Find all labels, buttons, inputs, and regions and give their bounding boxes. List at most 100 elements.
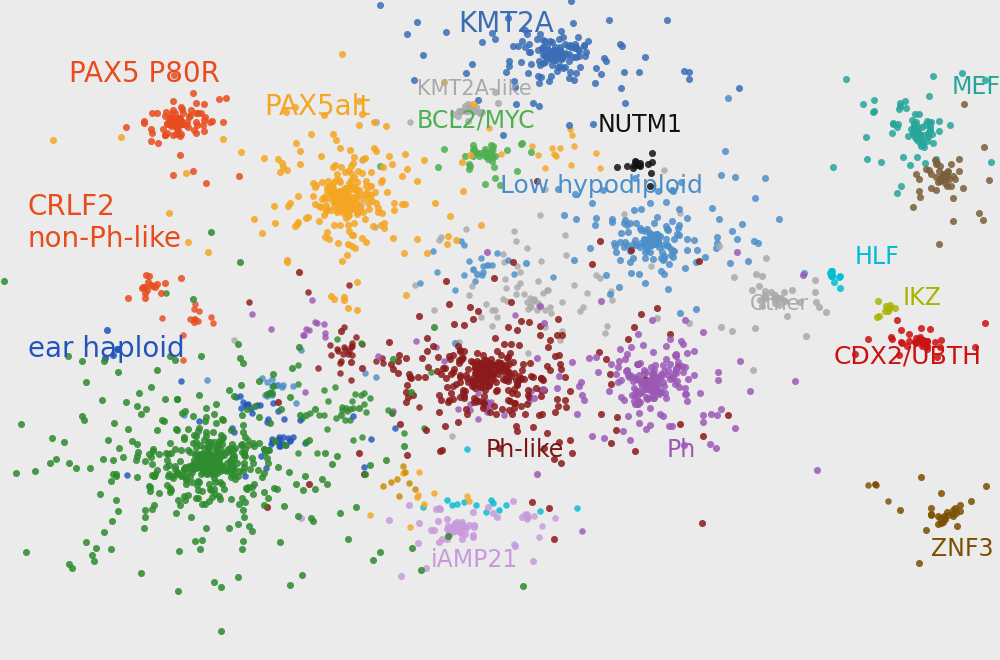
Point (481, 122, 497, 133)
Point (509, 325, 525, 336)
Point (531, 409, 547, 420)
Point (327, 195, 343, 205)
Point (550, 48, 566, 58)
Point (475, 369, 491, 380)
Point (426, 488, 442, 498)
Point (659, 224, 675, 234)
Point (342, 192, 358, 203)
Point (501, 372, 517, 383)
Point (945, 216, 961, 226)
Point (489, 248, 505, 258)
Point (209, 463, 225, 474)
Point (609, 412, 625, 423)
Point (191, 461, 207, 472)
Point (346, 152, 362, 162)
Point (184, 477, 200, 488)
Point (441, 299, 457, 310)
Point (368, 197, 384, 208)
Point (911, 129, 927, 139)
Point (96, 355, 112, 366)
Point (634, 387, 650, 397)
Point (550, 314, 566, 325)
Point (418, 563, 434, 574)
Point (345, 203, 361, 213)
Point (402, 521, 418, 532)
Point (638, 392, 654, 403)
Point (906, 119, 922, 129)
Point (310, 363, 326, 374)
Point (465, 145, 481, 156)
Point (184, 467, 200, 477)
Point (660, 241, 676, 251)
Point (522, 358, 538, 369)
Point (480, 259, 496, 270)
Point (910, 127, 926, 138)
Point (523, 385, 539, 396)
Point (809, 465, 825, 475)
Point (431, 235, 447, 246)
Point (545, 51, 561, 61)
Point (509, 282, 525, 292)
Point (631, 269, 647, 279)
Point (335, 191, 351, 202)
Point (627, 446, 643, 457)
Point (612, 255, 628, 265)
Point (172, 119, 188, 129)
Text: IKZ: IKZ (903, 286, 942, 310)
Point (952, 506, 968, 517)
Point (574, 389, 590, 400)
Point (454, 520, 470, 531)
Point (449, 517, 465, 527)
Point (490, 98, 506, 109)
Point (198, 455, 214, 465)
Point (164, 471, 180, 482)
Point (694, 517, 710, 528)
Point (597, 327, 613, 338)
Point (667, 379, 683, 389)
Point (202, 464, 218, 475)
Point (300, 212, 316, 222)
Point (282, 579, 298, 590)
Point (512, 267, 528, 277)
Point (157, 129, 173, 140)
Point (616, 209, 632, 219)
Point (8, 468, 24, 478)
Point (173, 444, 189, 455)
Point (237, 451, 253, 461)
Point (553, 26, 569, 37)
Point (732, 356, 748, 366)
Point (203, 463, 219, 474)
Point (458, 224, 474, 234)
Point (186, 454, 202, 465)
Point (326, 201, 342, 211)
Point (479, 360, 495, 370)
Point (401, 477, 417, 488)
Point (486, 162, 502, 172)
Point (632, 160, 648, 171)
Point (173, 119, 189, 129)
Point (626, 372, 642, 382)
Point (477, 150, 493, 161)
Point (677, 389, 693, 399)
Point (632, 397, 648, 407)
Point (409, 492, 425, 502)
Point (508, 289, 524, 300)
Point (913, 141, 929, 152)
Point (335, 198, 351, 209)
Point (196, 99, 212, 110)
Point (491, 358, 507, 368)
Point (294, 412, 310, 423)
Point (567, 189, 583, 200)
Point (523, 302, 539, 313)
Point (200, 445, 216, 455)
Point (637, 51, 653, 62)
Point (626, 205, 642, 215)
Point (490, 364, 506, 375)
Point (180, 122, 196, 133)
Point (452, 345, 468, 355)
Point (445, 367, 461, 378)
Point (912, 331, 928, 342)
Text: Ph: Ph (667, 438, 696, 462)
Point (245, 489, 261, 500)
Point (181, 461, 197, 471)
